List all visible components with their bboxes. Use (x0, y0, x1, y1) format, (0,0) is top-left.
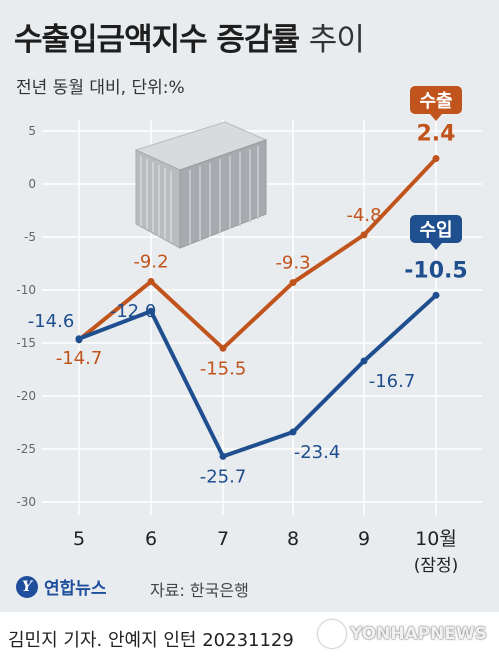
data-point (219, 452, 227, 460)
x-tick-label: 8 (287, 528, 299, 550)
series-line-import (77, 293, 438, 459)
y-tick-label: -15 (16, 336, 36, 350)
data-point (219, 344, 227, 352)
data-point (432, 155, 440, 163)
watermark: YONHAPNEWS (317, 620, 487, 648)
data-label: -4.8 (346, 205, 381, 226)
data-label: -14.7 (56, 348, 103, 369)
x-tick-label: 10월 (415, 528, 457, 550)
data-label: -16.7 (369, 371, 416, 392)
logo-text: 연합뉴스 (44, 579, 107, 599)
data-point (289, 428, 297, 436)
data-label: -9.2 (133, 252, 168, 273)
data-label: -23.4 (294, 442, 341, 463)
data-point (147, 307, 155, 315)
x-tick-label: 9 (358, 528, 370, 550)
x-tick-label: 5 (73, 528, 85, 550)
yonhap-logo-icon: Y (16, 575, 38, 598)
series-tag-export: 수출 (410, 86, 462, 121)
data-label: -15.5 (200, 358, 247, 379)
data-point (75, 335, 83, 343)
series-tag-label: 수입 (419, 219, 452, 241)
watermark-text: YONHAPNEWS (349, 624, 487, 644)
data-label: -14.6 (28, 311, 75, 332)
shipping-container-icon (134, 121, 268, 249)
title-main: 수출입금액지수 증감률 (14, 22, 300, 58)
series-tag-pointer (430, 114, 442, 121)
y-tick-label: 0 (28, 177, 36, 191)
y-tick-label: -20 (16, 389, 36, 403)
data-label: -9.3 (275, 253, 310, 274)
y-axis-ticks: 5 0 -5 -10 -15 -20 -25 -30 (16, 124, 36, 509)
series-layer (75, 155, 440, 460)
data-labels: -14.7 -9.2 -15.5 -9.3 -4.8 2.4 -14.6 -12.0 -25.7… (28, 122, 468, 488)
x-tick-label: 6 (145, 528, 157, 550)
data-point (289, 279, 297, 287)
series-tag-box (410, 215, 462, 243)
data-label: -10.5 (404, 258, 467, 283)
line-chart: 5 0 -5 -10 -15 -20 -25 -30 5 6 7 8 9 10월 (잠정) -14.7 -9… (16, 86, 482, 576)
series-tag-import: 수입 (410, 215, 462, 250)
series-tag-pointer (430, 243, 442, 250)
x-tick-label: 7 (217, 528, 229, 550)
watermark-icon (317, 620, 346, 648)
yonhap-logo: Y 연합뉴스 (16, 574, 107, 599)
title-suffix: 추이 (308, 22, 365, 58)
x-axis-ticks: 5 6 7 8 9 10월 (잠정) (73, 528, 458, 576)
x-tick-sublabel: (잠정) (414, 556, 459, 576)
source-text: 자료: 한국은행 (150, 581, 249, 600)
data-point (147, 278, 155, 286)
data-point (360, 357, 368, 365)
y-tick-label: -5 (24, 230, 36, 244)
credit-text: 김민지 기자. 안예지 인턴 20231129 (8, 630, 294, 651)
y-tick-label: -30 (16, 495, 36, 509)
data-label: 2.4 (417, 122, 456, 147)
data-point (360, 231, 368, 239)
chart-title: 수출입금액지수 증감률 추이 (14, 14, 365, 59)
data-label: -25.7 (200, 466, 247, 487)
chart-subtitle: 전년 동월 대비, 단위:% (16, 78, 185, 98)
series-tag-label: 수출 (419, 91, 452, 112)
y-tick-label: -10 (16, 283, 36, 297)
y-tick-label: -25 (16, 442, 36, 456)
data-label: -12.0 (110, 301, 157, 322)
grid-lines (42, 120, 482, 515)
y-tick-label: 5 (28, 124, 36, 138)
series-tag-box (410, 86, 462, 114)
data-point (432, 291, 440, 299)
series-line-export (77, 156, 438, 351)
